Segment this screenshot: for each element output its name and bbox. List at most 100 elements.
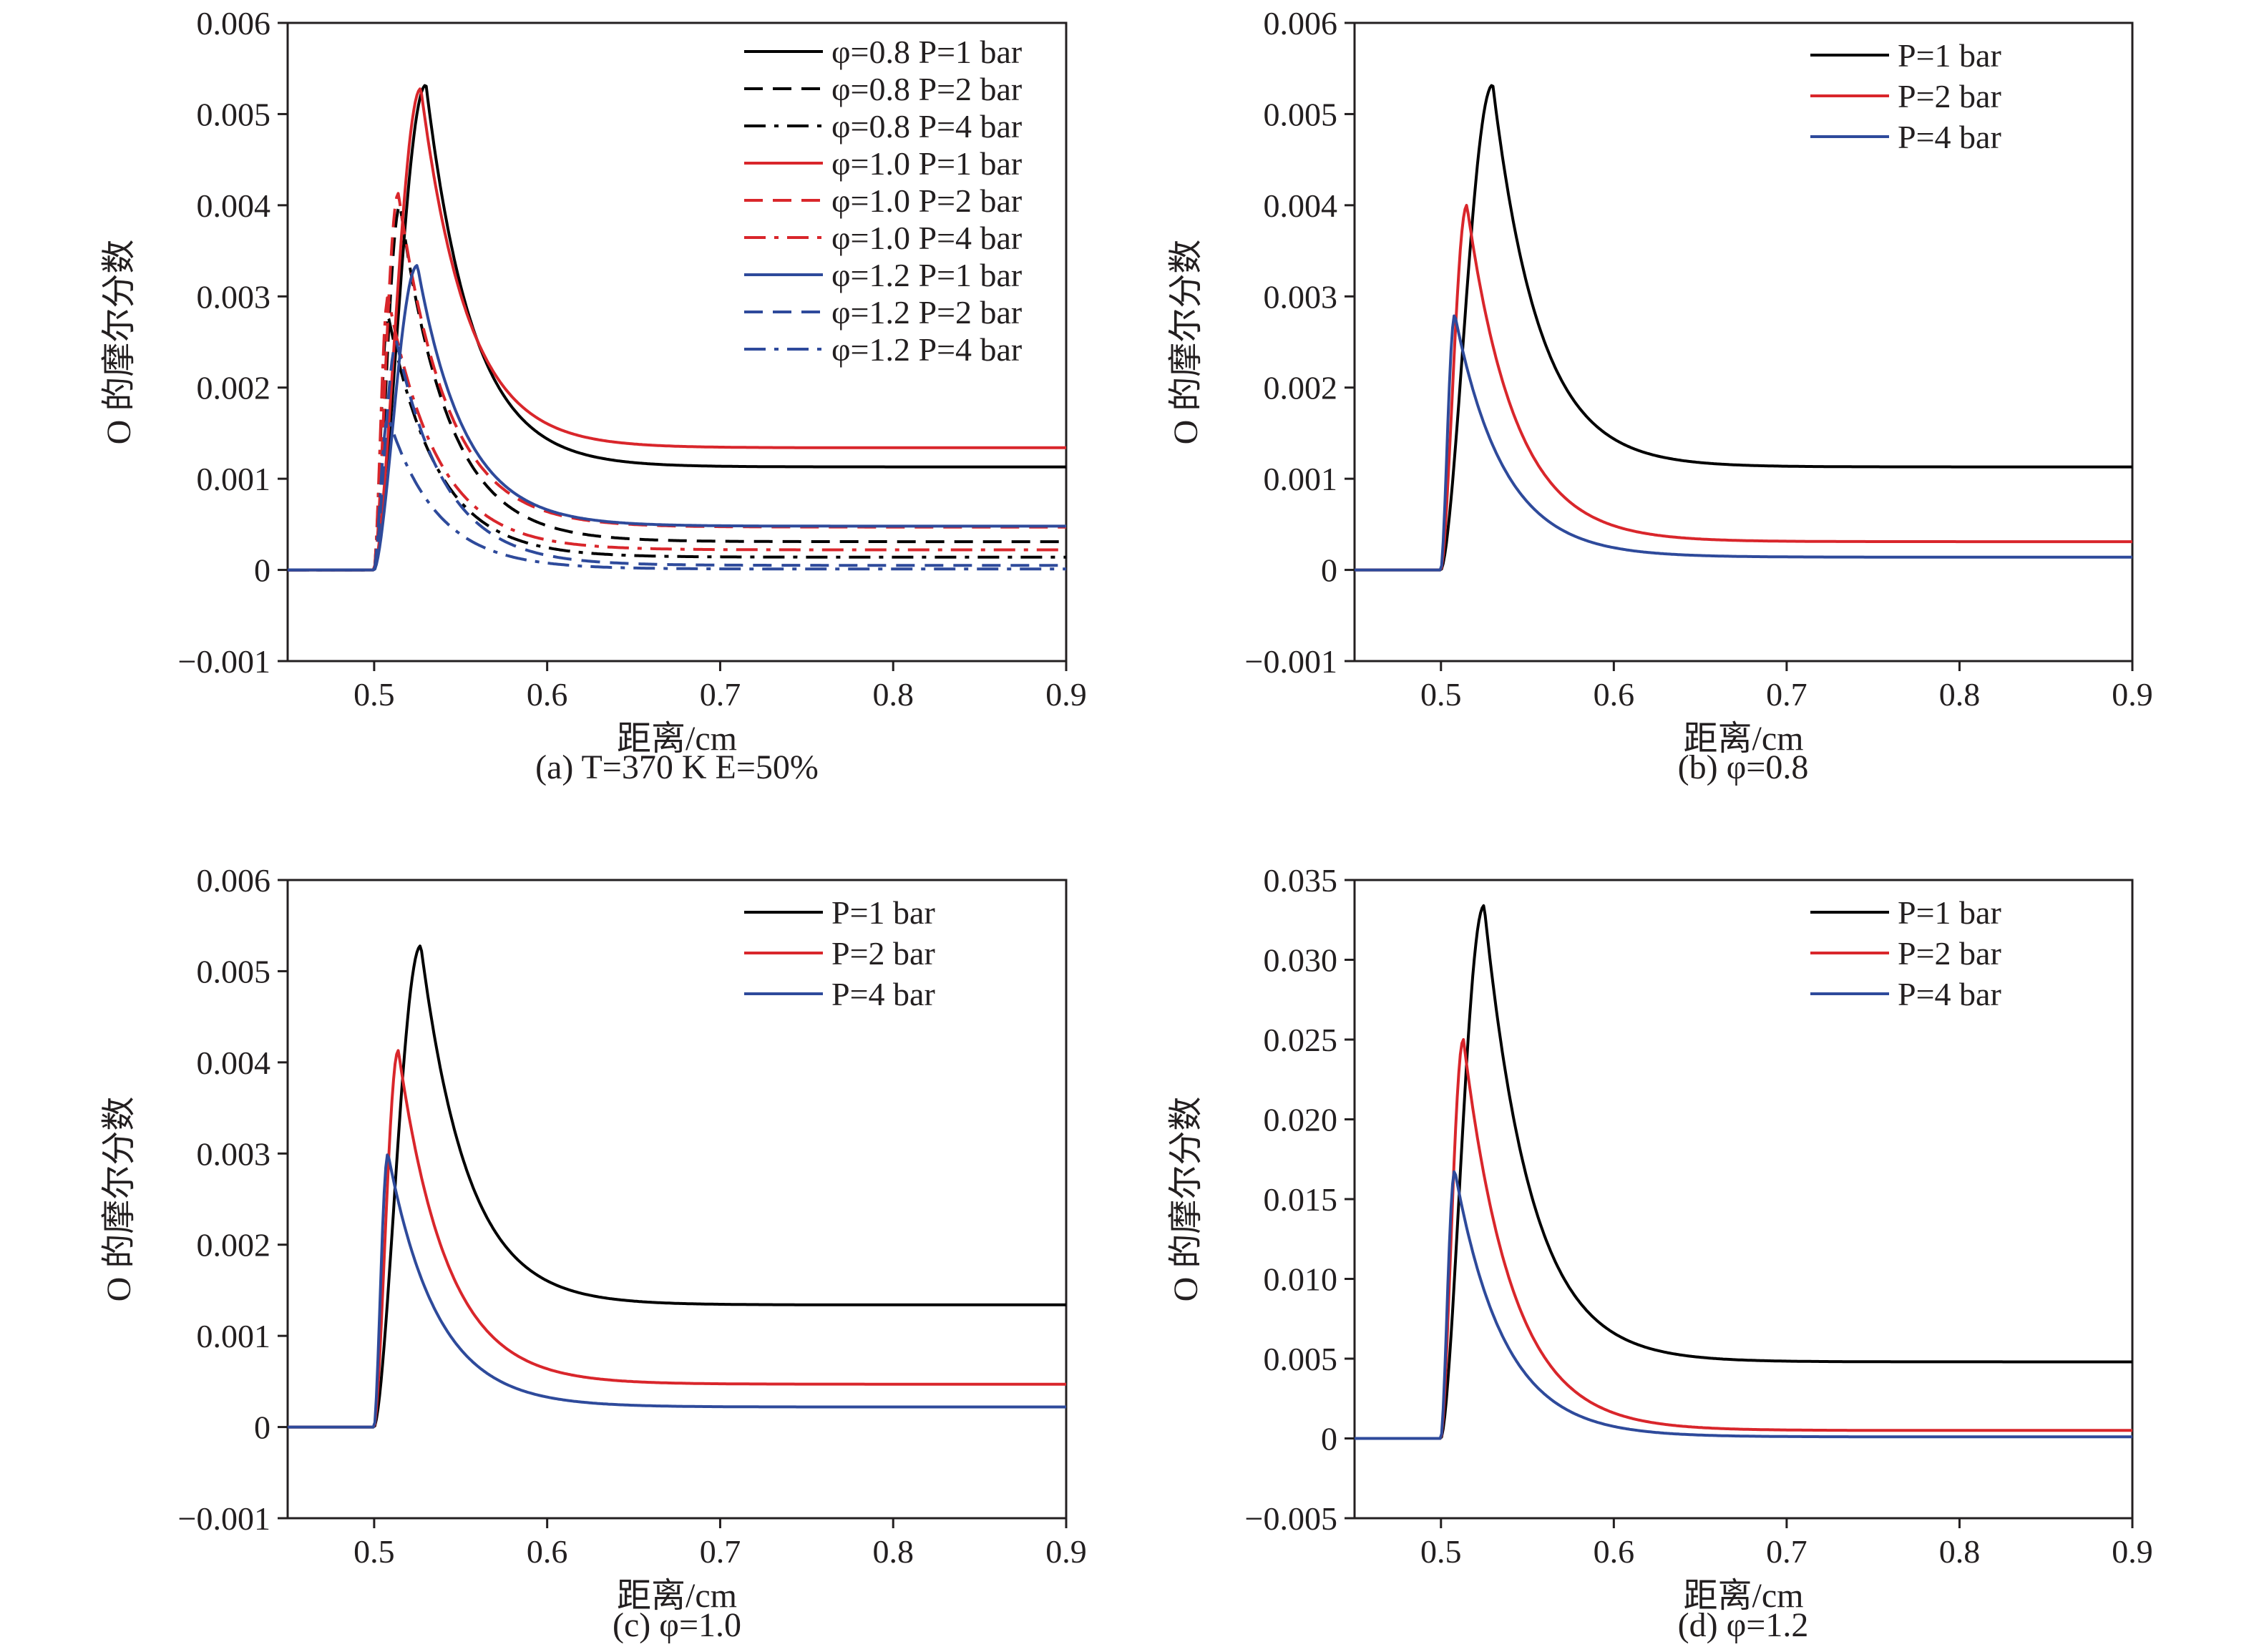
legend-label: φ=0.8 P=2 bar (831, 71, 1022, 107)
y-tick-label: 0.002 (1264, 370, 1338, 406)
legend-label: φ=1.2 P=4 bar (831, 331, 1022, 368)
plot-frame (1353, 21, 2134, 663)
series-line (288, 416, 1066, 572)
y-tick-label: −0.001 (178, 1500, 270, 1537)
y-tick-label: 0.005 (1264, 1341, 1338, 1377)
y-tick-label: 0.001 (197, 461, 271, 497)
legend-label: φ=0.8 P=4 bar (831, 108, 1022, 145)
x-tick-label: 0.9 (2112, 676, 2153, 713)
y-tick-label: 0.002 (197, 370, 271, 406)
y-tick-label: −0.005 (1245, 1500, 1337, 1537)
y-tick-label: 0.001 (1264, 461, 1338, 497)
x-tick-label: 0.7 (700, 1533, 741, 1570)
panel-d: −0.005 0 0.005 0.010 0.015 0.020 0.025 0.030 0.0… (1167, 862, 2153, 1644)
series-line (288, 1049, 1066, 1429)
legend-label: P=1 bar (1898, 37, 2001, 74)
legend-label: φ=0.8 P=1 bar (831, 34, 1022, 70)
series-line (1355, 84, 2132, 572)
series-line (1355, 204, 2132, 572)
x-tick-label: 0.6 (527, 1533, 568, 1570)
legend-label: φ=1.2 P=2 bar (831, 294, 1022, 331)
x-axis-title: 距离/cm (617, 1577, 737, 1615)
legend-label: φ=1.0 P=4 bar (831, 220, 1022, 256)
series-line (288, 314, 1066, 572)
y-tick-label: 0.025 (1264, 1022, 1338, 1058)
x-tick-label: 0.7 (1766, 1533, 1807, 1570)
legend-label: P=1 bar (1898, 894, 2001, 931)
series-line (288, 264, 1066, 572)
series-line (288, 944, 1066, 1429)
x-tick-label: 0.5 (353, 1533, 395, 1570)
y-tick-label: 0.005 (1264, 96, 1338, 132)
panel-c: −0.001 0 0.001 0.002 0.003 0.004 0.005 0.006 0.5… (100, 862, 1087, 1644)
legend-label: P=4 bar (1898, 119, 2001, 155)
plot-frame (286, 879, 1068, 1520)
y-tick-label: −0.001 (1245, 643, 1337, 680)
legend-label: P=2 bar (831, 935, 935, 972)
series-line (1355, 314, 2132, 572)
series-line (288, 192, 1066, 572)
x-tick-label: 0.8 (872, 1533, 914, 1570)
y-tick-label: 0.004 (197, 187, 271, 224)
y-tick-label: 0.035 (1264, 862, 1338, 899)
legend-label: P=2 bar (1898, 935, 2001, 972)
y-tick-label: 0.003 (197, 1135, 271, 1172)
x-tick-label: 0.6 (527, 676, 568, 713)
legend: P=1 bar P=2 bar P=4 bar (1810, 894, 2001, 1012)
plot-frame (1353, 879, 2134, 1520)
y-tick-label: 0.003 (1264, 278, 1338, 315)
series-line (288, 1153, 1066, 1429)
panel-caption: (d) φ=1.2 (1678, 1606, 1809, 1644)
x-tick-label: 0.6 (1594, 1533, 1635, 1570)
panel-b: −0.001 0 0.001 0.002 0.003 0.004 0.005 0.006 0.5… (1167, 5, 2153, 786)
y-tick-label: 0.005 (197, 96, 271, 132)
x-tick-label: 0.8 (872, 676, 914, 713)
y-tick-label: 0.001 (197, 1318, 271, 1354)
legend-label: P=1 bar (831, 894, 935, 931)
legend-label: φ=1.2 P=1 bar (831, 257, 1022, 293)
x-tick-label: 0.8 (1939, 1533, 1981, 1570)
x-axis-title: 距离/cm (617, 720, 737, 758)
plot-frame (286, 21, 1068, 663)
x-tick-label: 0.7 (1766, 676, 1807, 713)
legend-label: P=2 bar (1898, 78, 2001, 114)
x-axis-title: 距离/cm (1684, 720, 1804, 758)
y-tick-label: −0.001 (178, 643, 270, 680)
series-line (288, 84, 1066, 572)
y-tick-label: 0.006 (1264, 5, 1338, 41)
y-axis-title: O 的摩尔分数 (1167, 240, 1205, 445)
x-tick-label: 0.6 (1594, 676, 1635, 713)
y-tick-label: 0 (1321, 552, 1337, 589)
x-tick-label: 0.9 (1045, 1533, 1087, 1570)
y-tick-label: 0.010 (1264, 1261, 1338, 1298)
x-tick-label: 0.7 (700, 676, 741, 713)
legend-label: φ=1.0 P=2 bar (831, 182, 1022, 219)
legend: P=1 bar P=2 bar P=4 bar (1810, 37, 2001, 155)
panel-a: −0.001 0 0.001 0.002 0.003 0.004 0.005 0.006 0.5… (100, 5, 1087, 786)
x-tick-label: 0.9 (1045, 676, 1087, 713)
y-tick-label: 0.020 (1264, 1102, 1338, 1138)
legend: P=1 bar P=2 bar P=4 bar (744, 894, 935, 1012)
x-axis-title: 距离/cm (1684, 1577, 1804, 1615)
x-tick-label: 0.5 (353, 676, 395, 713)
panel-caption: (b) φ=0.8 (1678, 748, 1809, 786)
y-tick-label: 0.006 (197, 862, 271, 899)
y-axis-title: O 的摩尔分数 (1167, 1097, 1205, 1302)
series-line (1355, 1038, 2132, 1440)
y-tick-label: 0.002 (197, 1227, 271, 1264)
legend-label: φ=1.0 P=1 bar (831, 145, 1022, 182)
series-line (1355, 904, 2132, 1440)
x-tick-label: 0.5 (1420, 1533, 1462, 1570)
y-tick-label: 0.015 (1264, 1181, 1338, 1218)
series-line (288, 296, 1066, 572)
x-tick-label: 0.9 (2112, 1533, 2153, 1570)
y-tick-label: 0.006 (197, 5, 271, 41)
y-tick-label: 0.003 (197, 278, 271, 315)
y-tick-label: 0.030 (1264, 942, 1338, 979)
x-tick-label: 0.8 (1939, 676, 1981, 713)
legend-label: P=4 bar (831, 976, 935, 1012)
series-line (1355, 1170, 2132, 1440)
y-tick-label: 0 (254, 1409, 270, 1446)
